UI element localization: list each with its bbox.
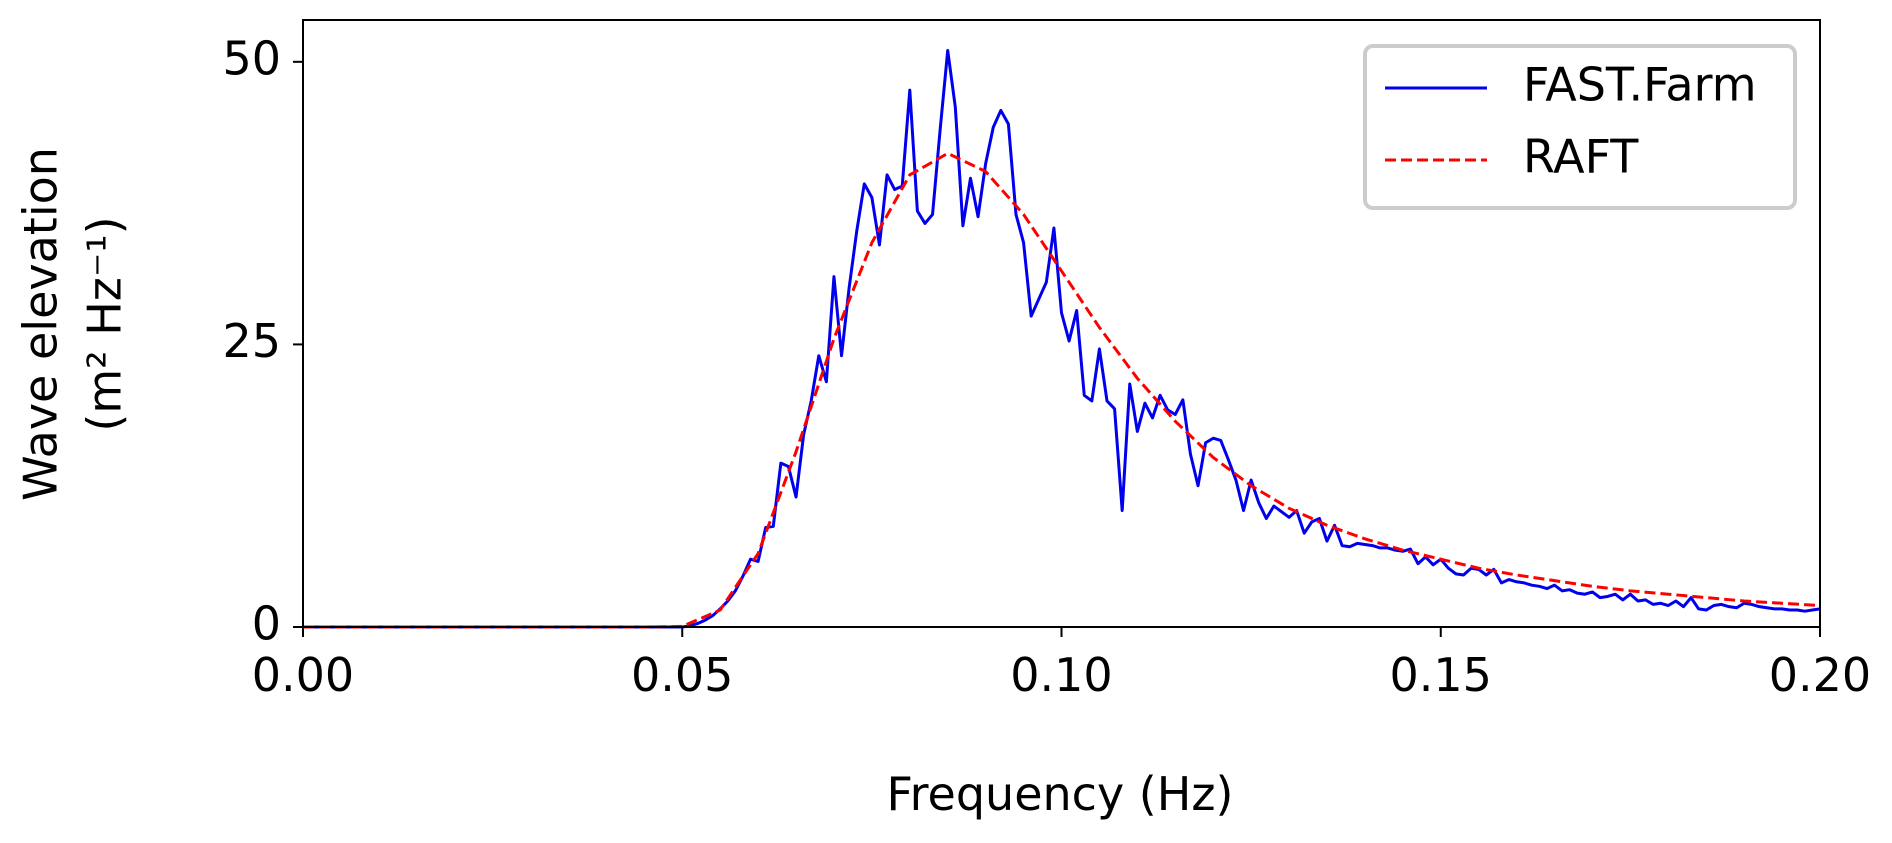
y-tick-label: 0 — [252, 597, 281, 651]
y-axis-label: (m² Hz⁻¹) — [78, 216, 132, 431]
series-line — [303, 151, 1821, 629]
x-tick-label: 0.10 — [1010, 648, 1112, 702]
x-tick-label: 0.20 — [1769, 648, 1871, 702]
x-axis-label: Frequency (Hz) — [887, 767, 1234, 821]
x-tick-label: 0.05 — [631, 648, 733, 702]
y-tick-label: 25 — [222, 314, 281, 368]
series-line — [303, 49, 1821, 629]
x-tick-label: 0.00 — [252, 648, 354, 702]
plot-frame — [302, 19, 1821, 628]
y-tick-label: 50 — [222, 31, 281, 85]
legend-label: RAFT — [1523, 130, 1639, 184]
x-tick-label: 0.15 — [1390, 648, 1492, 702]
y-axis-label: Wave elevation — [14, 147, 68, 501]
legend-label: FAST.Farm — [1523, 58, 1757, 112]
